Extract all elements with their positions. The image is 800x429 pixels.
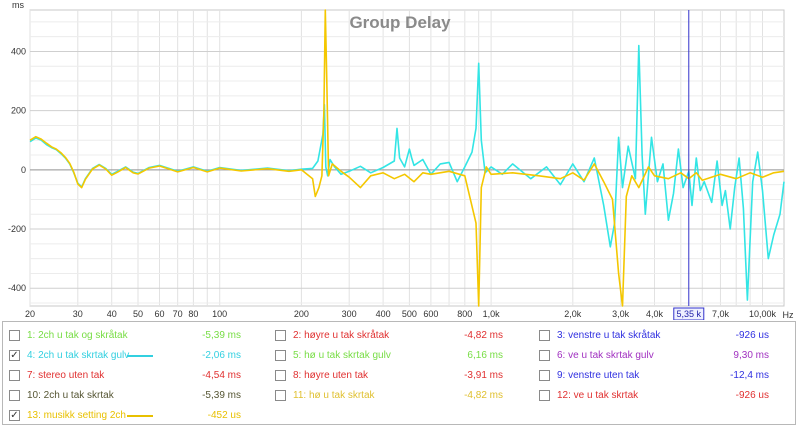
x-tick-label: 600	[423, 309, 438, 319]
x-tick-label: 1,0k	[483, 309, 501, 319]
checkbox[interactable]	[539, 390, 550, 401]
cursor-readout-box[interactable]	[673, 307, 705, 320]
y-axis-unit-label: ms	[12, 0, 24, 10]
x-tick-label: 60	[154, 309, 164, 319]
y-tick-label: 200	[11, 106, 26, 116]
axes: 400 200 0 -200 -400 20 30 40 50 60 70 80 100 200 300 40…	[8, 46, 777, 319]
checkbox[interactable]	[9, 330, 20, 341]
legend-swatch	[127, 355, 153, 357]
legend-label: 6: ve u tak skrtak gulv	[557, 350, 654, 361]
legend-item[interactable]: 12: ve u tak skrtak -926 us	[533, 386, 769, 406]
checkbox[interactable]	[275, 390, 286, 401]
legend-item[interactable]: 9: venstre uten tak -12,4 ms	[533, 366, 769, 386]
checkbox[interactable]	[539, 370, 550, 381]
legend-item[interactable]: 11: hø u tak skrtak -4,82 ms	[269, 386, 503, 406]
cursor-readout: 5,35 k	[677, 309, 702, 319]
cursor[interactable]: 5,35 k	[673, 10, 705, 320]
legend-label: 11: hø u tak skrtak	[293, 390, 375, 401]
legend-item[interactable]: 7: stereo uten tak -4,54 ms	[3, 366, 241, 386]
legend-value: -926 us	[735, 330, 769, 341]
legend-item[interactable]: 10: 2ch u tak skrtak -5,39 ms	[3, 386, 241, 406]
legend-item[interactable]: 5: hø u tak skrtak gulv 6,16 ms	[269, 346, 503, 366]
x-tick-label: 800	[457, 309, 472, 319]
x-tick-label: 50	[133, 309, 143, 319]
legend-label: 1: 2ch u tak og skråtak	[27, 330, 128, 341]
x-tick-label: 300	[342, 309, 357, 319]
x-tick-label: 40	[107, 309, 117, 319]
x-tick-label: 10,00k	[749, 309, 777, 319]
legend-value: -2,06 ms	[202, 350, 241, 361]
x-tick-label: 4,0k	[646, 309, 664, 319]
legend-value: -4,82 ms	[464, 390, 503, 401]
x-tick-label: 20	[25, 309, 35, 319]
checkbox[interactable]	[539, 330, 550, 341]
legend-value: -4,54 ms	[202, 370, 241, 381]
checkbox[interactable]	[9, 370, 20, 381]
legend-label: 7: stereo uten tak	[27, 370, 105, 381]
legend-value: -3,91 ms	[464, 370, 503, 381]
x-tick-label: 200	[294, 309, 309, 319]
group-delay-chart: 5,35 k 400 200 0 -200 -400 20 30 40 50 60 70 80 100 2…	[8, 0, 794, 320]
legend-item[interactable]: ✓ 13: musikk setting 2ch -452 us	[3, 406, 241, 426]
legend-panel: 1: 2ch u tak og skråtak -5,39 ms 2: høyre …	[2, 321, 796, 425]
grid	[29, 10, 784, 306]
legend-value: -926 us	[735, 390, 769, 401]
legend-label: 10: 2ch u tak skrtak	[27, 390, 114, 401]
legend-item[interactable]: 1: 2ch u tak og skråtak -5,39 ms	[3, 326, 241, 346]
legend-label: 3: venstre u tak skråtak	[557, 330, 661, 341]
chart-title: Group Delay	[349, 13, 451, 32]
x-tick-label: 500	[402, 309, 417, 319]
checkbox[interactable]	[9, 390, 20, 401]
x-tick-label: 70	[173, 309, 183, 319]
checkbox[interactable]	[275, 350, 286, 361]
legend-item[interactable]: 6: ve u tak skrtak gulv 9,30 ms	[533, 346, 769, 366]
y-tick-label: 400	[11, 46, 26, 56]
checkbox[interactable]	[539, 350, 550, 361]
x-tick-label: 80	[188, 309, 198, 319]
legend-item[interactable]: ✓ 4: 2ch u tak skrtak gulv -2,06 ms	[3, 346, 241, 366]
x-axis-unit-label: Hz	[783, 310, 794, 320]
x-tick-label: 7,0k	[712, 309, 730, 319]
legend-item[interactable]: 8: høyre uten tak -3,91 ms	[269, 366, 503, 386]
x-tick-label: 400	[376, 309, 391, 319]
series-layer	[29, 9, 785, 307]
checkbox-checked[interactable]: ✓	[9, 410, 20, 421]
y-tick-label: 0	[21, 165, 26, 175]
legend-item[interactable]: 2: høyre u tak skråtak -4,82 ms	[269, 326, 503, 346]
legend-label: 13: musikk setting 2ch	[27, 410, 126, 421]
y-tick-label: -200	[8, 224, 26, 234]
x-tick-label: 30	[73, 309, 83, 319]
legend-value: -12,4 ms	[730, 370, 769, 381]
legend-value: -5,39 ms	[202, 390, 241, 401]
legend-item[interactable]: 3: venstre u tak skråtak -926 us	[533, 326, 769, 346]
y-tick-label: -400	[8, 283, 26, 293]
legend-label: 9: venstre uten tak	[557, 370, 640, 381]
checkbox[interactable]	[275, 370, 286, 381]
legend-value: -5,39 ms	[202, 330, 241, 341]
legend-value: 6,16 ms	[467, 350, 503, 361]
legend-label: 5: hø u tak skrtak gulv	[293, 350, 391, 361]
legend-label: 2: høyre u tak skråtak	[293, 330, 390, 341]
legend-label: 12: ve u tak skrtak	[557, 390, 639, 401]
checkbox-checked[interactable]: ✓	[9, 350, 20, 361]
x-tick-label: 3,0k	[612, 309, 630, 319]
legend-value: 9,30 ms	[733, 350, 769, 361]
x-tick-label: 100	[212, 309, 227, 319]
x-tick-label: 2,0k	[564, 309, 582, 319]
legend-value: -452 us	[207, 410, 241, 421]
legend-label: 4: 2ch u tak skrtak gulv	[27, 350, 130, 361]
series-line-2	[29, 9, 785, 307]
legend-label: 8: høyre uten tak	[293, 370, 369, 381]
legend-swatch	[127, 415, 153, 417]
checkbox[interactable]	[275, 330, 286, 341]
legend-value: -4,82 ms	[464, 330, 503, 341]
